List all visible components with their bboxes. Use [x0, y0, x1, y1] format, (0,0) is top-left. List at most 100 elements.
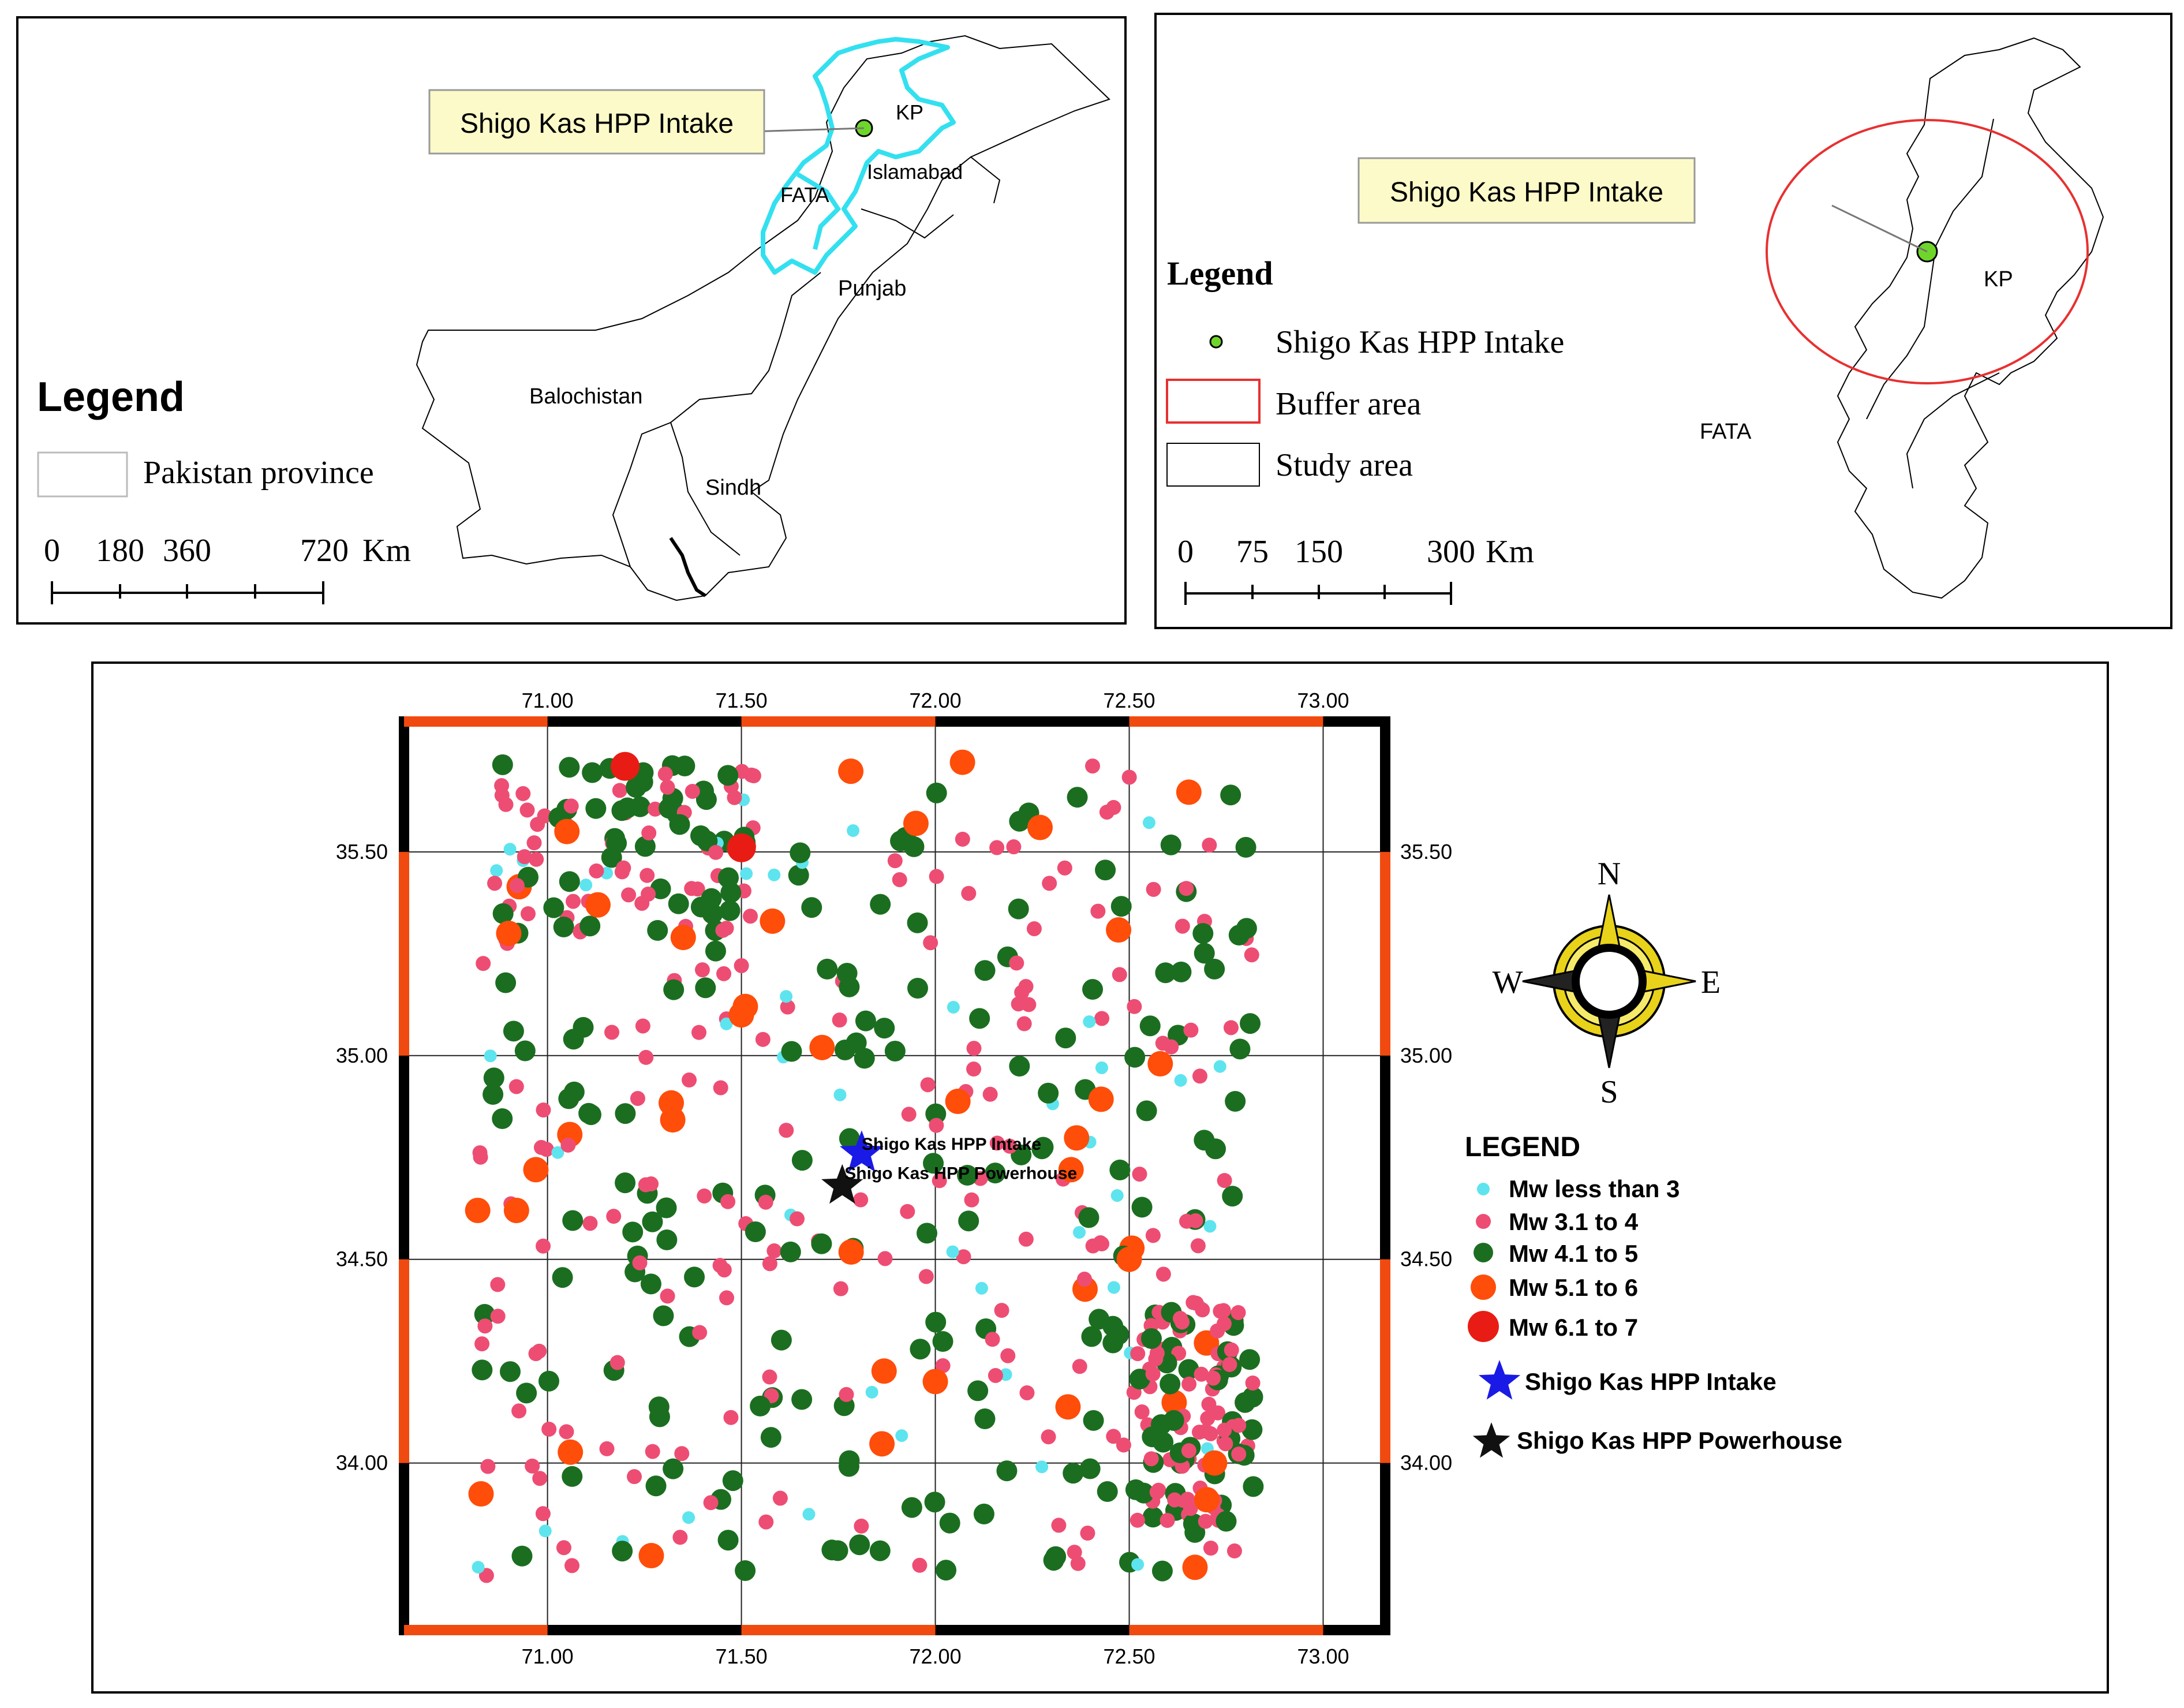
earthquake-point-c45 — [1194, 1130, 1215, 1151]
earthquake-point-c34 — [1149, 1484, 1165, 1500]
earthquake-point-c45 — [870, 894, 891, 915]
earthquake-point-c56 — [809, 1034, 835, 1060]
earthquake-point-c56 — [468, 1481, 494, 1507]
earthquake-point-c45 — [958, 1210, 979, 1232]
earthquake-point-c45 — [957, 1164, 978, 1186]
earthquake-point-c45 — [791, 1389, 813, 1410]
coast-detail — [669, 537, 706, 597]
earthquake-point-c34 — [708, 844, 724, 860]
earthquake-point-c34 — [1203, 1426, 1218, 1441]
earthquake-point-c45 — [1033, 1137, 1054, 1158]
earthquake-point-c45 — [1038, 1082, 1059, 1104]
earthquake-point-c34 — [1121, 769, 1137, 785]
x-tick-label-bottom: 71.00 — [522, 1645, 574, 1668]
earthquake-point-c56 — [1058, 1157, 1084, 1183]
earthquake-point-c45 — [925, 1103, 947, 1124]
earthquake-point-c56 — [1147, 1051, 1173, 1077]
legend-symbol-lt3 — [1477, 1183, 1490, 1195]
earthquake-point-c45 — [801, 897, 822, 918]
earthquake-point-c45 — [553, 916, 574, 937]
earthquake-point-c34 — [762, 1256, 777, 1272]
earthquake-point-c45 — [869, 1540, 891, 1561]
earthquake-point-c34 — [758, 1194, 773, 1210]
earthquake-point-c56 — [503, 1197, 529, 1223]
earthquake-point-c45 — [562, 1210, 584, 1231]
earthquake-point-c45 — [1160, 834, 1181, 855]
earthquake-point-c45 — [854, 1048, 875, 1069]
frame-segment — [404, 716, 548, 727]
earthquake-point-c45 — [538, 1370, 559, 1392]
scale-unit: Km — [362, 533, 411, 569]
earthquake-point-c34 — [525, 1458, 540, 1474]
earthquake-point-c45 — [642, 1211, 663, 1232]
earthquake-point-c45 — [674, 755, 695, 776]
province-boundary — [670, 272, 821, 556]
earthquake-point-c34 — [609, 1355, 625, 1370]
earthquake-point-c34 — [589, 863, 604, 879]
earthquake-point-c45 — [1136, 1100, 1157, 1122]
legend-item-powerhouse: Shigo Kas HPP Powerhouse — [1517, 1427, 1842, 1454]
legend-swatch-buffer — [1166, 379, 1261, 424]
earthquake-point-c34 — [638, 1049, 654, 1065]
earthquake-point-c34 — [1167, 1492, 1183, 1508]
earthquake-point-c34 — [1134, 1404, 1150, 1419]
earthquake-point-lt3 — [740, 867, 753, 880]
label-kp: KP — [896, 100, 923, 124]
earthquake-point-c45 — [735, 1560, 756, 1582]
earthquake-point-c56 — [1161, 1389, 1187, 1415]
x-tick-label-top: 73.00 — [1297, 689, 1349, 712]
earthquake-point-c45 — [781, 1041, 802, 1062]
earthquake-point-c45 — [503, 1021, 524, 1042]
earthquake-point-c34 — [648, 801, 663, 817]
earthquake-point-c56 — [1182, 1554, 1208, 1580]
earthquake-point-c34 — [556, 1540, 571, 1556]
earthquake-point-c45 — [1140, 1328, 1162, 1349]
earthquake-point-c56 — [1194, 1487, 1220, 1513]
earthquake-point-c56 — [728, 1002, 754, 1028]
callout-leader — [1831, 204, 1928, 253]
callout-leader — [751, 127, 865, 133]
earthquake-point-c34 — [621, 887, 637, 903]
earthquake-point-c45 — [969, 1008, 990, 1029]
earthquake-point-lt3 — [472, 1561, 485, 1574]
earthquake-point-c56 — [838, 1239, 864, 1265]
earthquake-point-c34 — [640, 868, 655, 883]
earthquake-point-c34 — [1164, 1039, 1179, 1055]
earthquake-point-c34 — [1180, 1492, 1195, 1507]
earthquake-point-c34 — [604, 1025, 620, 1040]
earthquake-point-c34 — [720, 1194, 736, 1209]
earthquake-point-c34 — [1072, 1359, 1087, 1374]
earthquake-point-c56 — [496, 921, 522, 947]
earthquake-point-c34 — [762, 1369, 777, 1385]
earthquake-point-c34 — [612, 783, 627, 798]
earthquake-point-c34 — [743, 909, 758, 924]
earthquake-point-c45 — [1163, 1410, 1184, 1431]
earthquake-point-c34 — [989, 840, 1005, 855]
earthquake-point-c34 — [1132, 1167, 1147, 1182]
earthquake-point-c34 — [1143, 1451, 1159, 1467]
earthquake-point-c34 — [563, 798, 579, 814]
earthquake-point-c34 — [477, 1318, 493, 1334]
earthquake-point-lt3 — [1110, 1189, 1124, 1202]
earthquake-point-c34 — [1217, 1173, 1232, 1189]
earthquake-point-lt3 — [847, 824, 860, 837]
earthquake-point-c45 — [939, 1512, 960, 1534]
legend-item-study: Study area — [1276, 447, 1413, 483]
earthquake-point-c34 — [478, 1568, 494, 1583]
legend-item-lt3: Mw less than 3 — [1509, 1175, 1680, 1202]
earthquake-point-c34 — [1011, 996, 1026, 1012]
earthquake-point-c45 — [1222, 1186, 1243, 1207]
earthquake-point-c56 — [638, 1543, 664, 1569]
earthquake-point-c34 — [1070, 1556, 1086, 1571]
earthquake-point-c45 — [745, 1221, 766, 1242]
earthquake-point-c45 — [495, 972, 517, 993]
study-area-outline — [1837, 37, 2104, 599]
callout-box — [1357, 157, 1696, 224]
x-tick-label-top: 72.00 — [910, 689, 962, 712]
earthquake-point-c34 — [1222, 1356, 1237, 1372]
earthquake-point-c34 — [1205, 1370, 1221, 1386]
earthquake-point-c34 — [1002, 1138, 1018, 1154]
earthquake-point-c45 — [924, 1492, 945, 1513]
earthquake-point-c34 — [694, 962, 710, 978]
earthquake-point-c34 — [1218, 1436, 1233, 1452]
